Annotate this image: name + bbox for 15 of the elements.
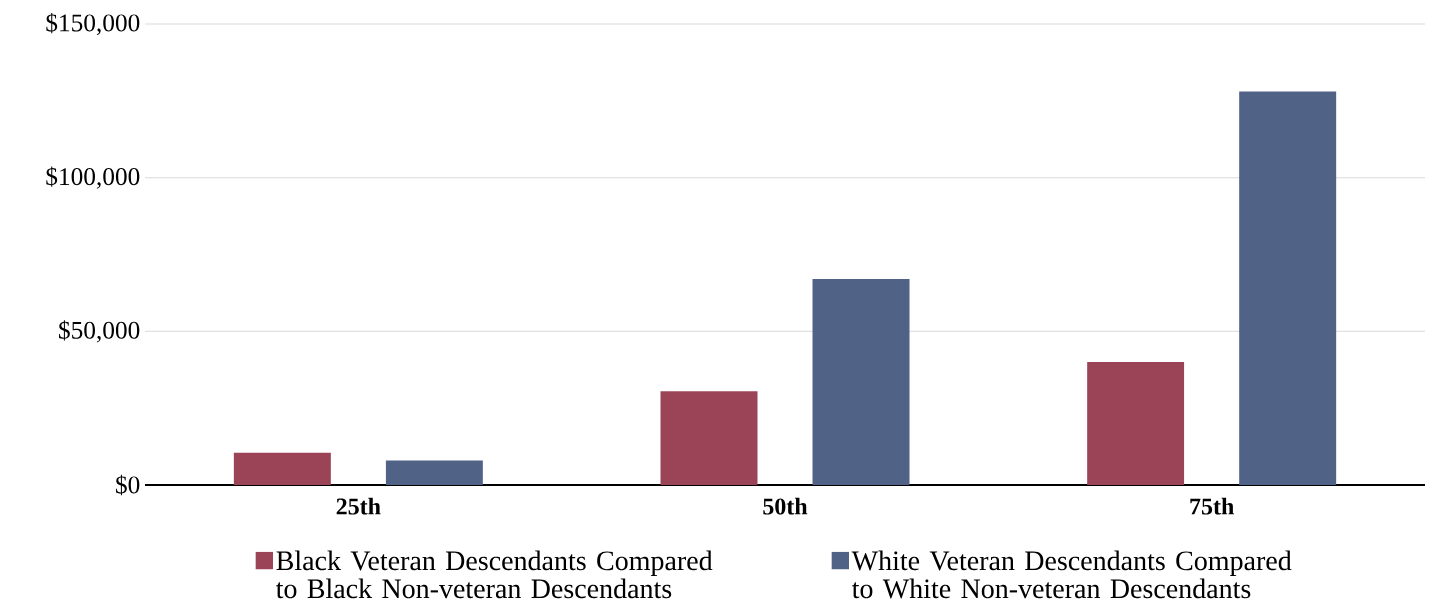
bar (660, 391, 758, 485)
x-tick-label: 25th (336, 497, 381, 515)
y-tick-label: $0 (116, 474, 140, 496)
y-tick-label: $100,000 (46, 166, 140, 189)
bar (812, 279, 910, 485)
legend-label: Black Veteran Descendants Compared to Black Non-veteran Descendants (275, 550, 713, 599)
bar (233, 452, 331, 485)
bar (1087, 362, 1185, 485)
y-tick-label: $50,000 (59, 320, 140, 343)
legend-label: White Veteran Descendants Compared to White Non-veteran Descendants (851, 550, 1292, 599)
x-tick-label: 75th (1190, 497, 1234, 515)
x-tick-label: 50th (763, 497, 808, 515)
bar (1239, 91, 1337, 485)
y-tick-label: $150,000 (46, 12, 140, 36)
bar (385, 460, 483, 485)
